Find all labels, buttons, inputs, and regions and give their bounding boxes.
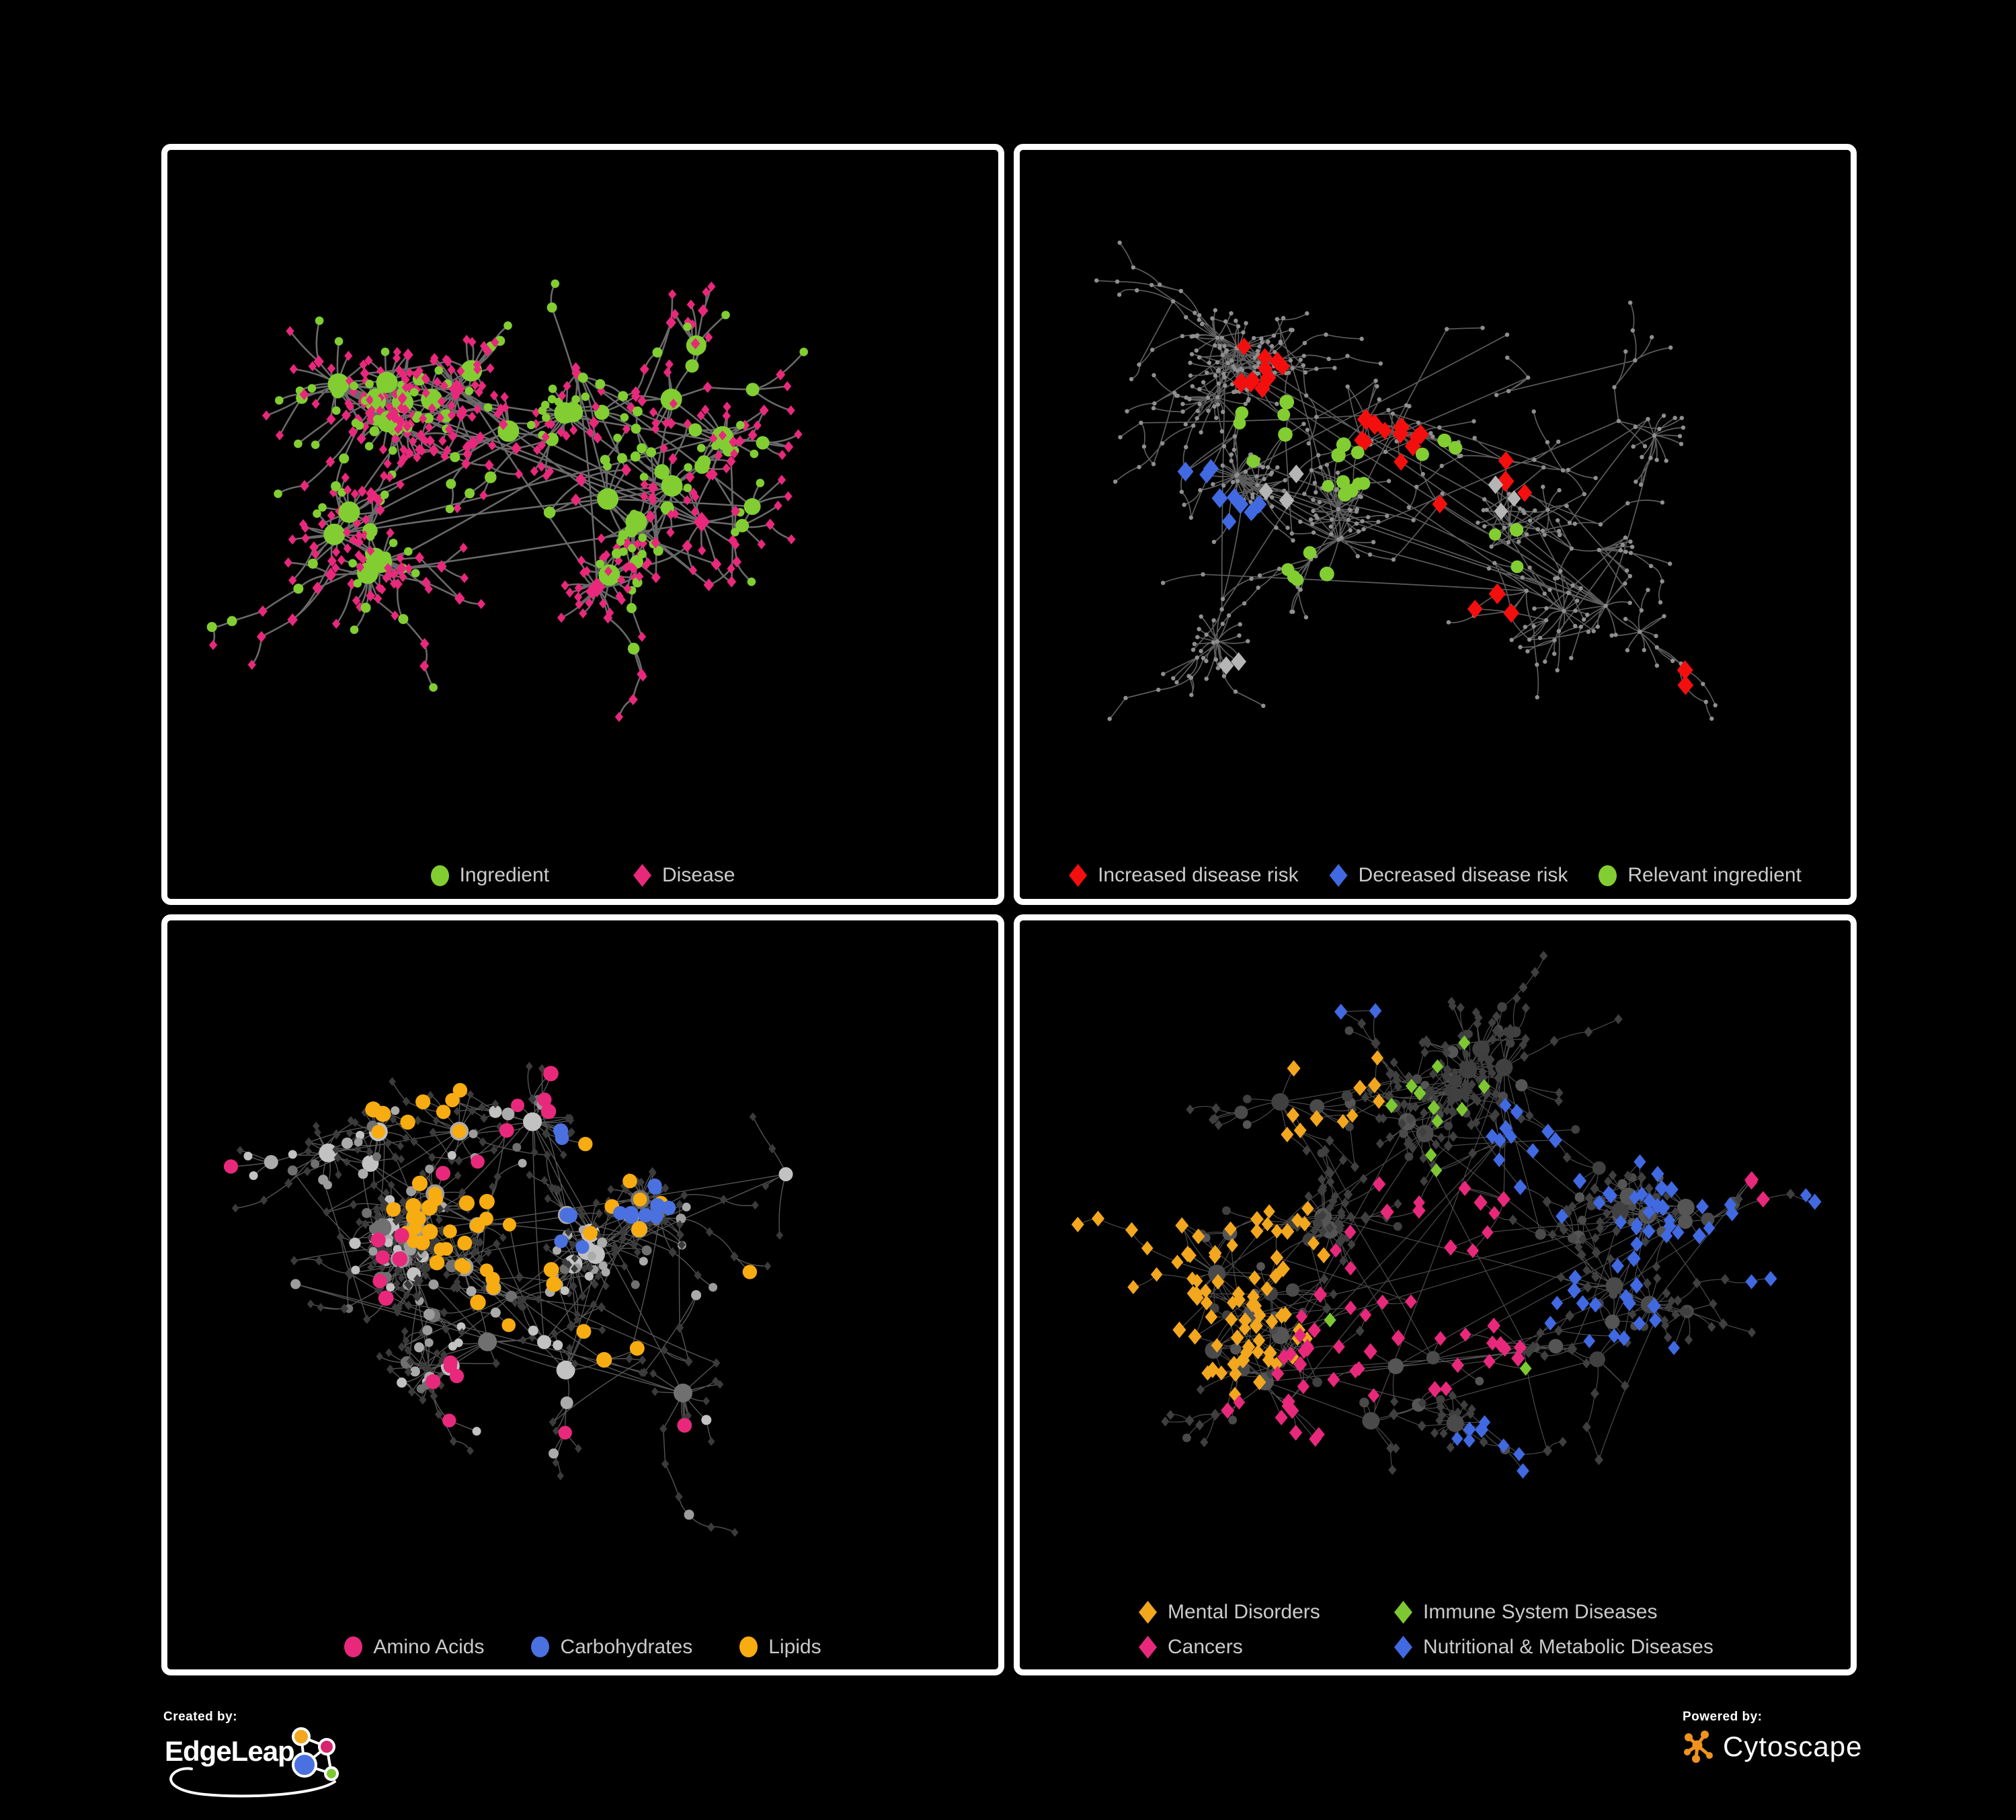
legend-label: Cancers (1168, 1636, 1243, 1658)
powered-by-label: Powered by: (1683, 1710, 1763, 1724)
legend-label: Amino Acids (373, 1635, 485, 1658)
legend-disease-risk: Increased disease risk Decreased disease … (1026, 864, 1845, 887)
circle-marker-icon (1599, 865, 1617, 886)
created-by-credit: Created by: EdgeLeap (163, 1710, 385, 1798)
diamond-marker-icon (633, 864, 652, 887)
diamond-marker-icon (1069, 864, 1088, 887)
legend-item-relevant-ingredient: Relevant ingredient (1599, 865, 1802, 886)
legend-item-carbohydrates: Carbohydrates (531, 1636, 692, 1657)
circle-marker-icon (739, 1636, 758, 1657)
disease-risk-network-graph (1094, 240, 1718, 721)
circle-marker-icon (344, 1636, 363, 1657)
legend-disease-classes: Mental Disorders Immune System Diseases Ca… (1026, 1601, 1845, 1659)
legend-item-lipids: Lipids (739, 1636, 821, 1657)
legend-label: Mental Disorders (1168, 1601, 1320, 1623)
diamond-marker-icon (1394, 1636, 1412, 1659)
legend-label: Relevant ingredient (1627, 864, 1802, 886)
created-by-label: Created by: (163, 1710, 238, 1724)
legend-item-decreased-disease-risk: Decreased disease risk (1329, 864, 1568, 887)
legend-label: Immune System Diseases (1423, 1601, 1658, 1623)
panel-grid: Ingredient Disease Increased disease risk… (161, 144, 1857, 1675)
legend-label: Nutritional & Metabolic Diseases (1423, 1636, 1713, 1658)
circle-marker-icon (430, 865, 449, 886)
legend-ingredient-classes: Amino Acids Carbohydrates Lipids (173, 1636, 992, 1657)
disease-classes-network-graph (1071, 951, 1822, 1479)
legend-label: Decreased disease risk (1358, 864, 1568, 886)
legend-item-ingredient: Ingredient (430, 864, 550, 886)
edgeleap-network-icon (169, 1727, 339, 1798)
legend-item-nutritional-metabolic-diseases: Nutritional & Metabolic Diseases (1394, 1636, 1713, 1659)
legend-item-immune-system-diseases: Immune System Diseases (1394, 1601, 1713, 1624)
legend-item-disease: Disease (633, 864, 735, 887)
cytoscape-logo: Cytoscape (1683, 1730, 1862, 1764)
legend-item-increased-disease-risk: Increased disease risk (1069, 864, 1299, 887)
edgeleap-brand-text: EdgeLeap (165, 1735, 295, 1767)
diamond-marker-icon (1139, 1601, 1157, 1624)
legend-label: Ingredient (459, 864, 550, 886)
legend-item-mental-disorders: Mental Disorders (1139, 1601, 1394, 1624)
ingredient-disease-network-graph (206, 279, 808, 722)
legend-label: Increased disease risk (1098, 864, 1299, 886)
diamond-marker-icon (1394, 1601, 1412, 1624)
diamond-marker-icon (1329, 864, 1348, 887)
legend-label: Carbohydrates (560, 1635, 693, 1658)
cytoscape-network-icon (1684, 1731, 1713, 1763)
powered-by-credit: Powered by: Cytoscape (1683, 1710, 1862, 1764)
legend-item-amino-acids: Amino Acids (344, 1636, 484, 1657)
legend-ingredient-disease: Ingredient Disease (173, 864, 992, 887)
legend-label: Disease (662, 864, 735, 886)
legend-label: Lipids (768, 1635, 821, 1658)
diamond-marker-icon (1139, 1636, 1157, 1659)
panel-disease-classes: Mental Disorders Immune System Diseases Ca… (1014, 914, 1857, 1675)
panel-ingredient-classes: Amino Acids Carbohydrates Lipids (161, 914, 1004, 1675)
circle-marker-icon (531, 1636, 550, 1657)
panel-ingredient-disease: Ingredient Disease (161, 144, 1004, 905)
panel-disease-risk: Increased disease risk Decreased disease … (1014, 144, 1857, 905)
legend-item-cancers: Cancers (1139, 1636, 1394, 1659)
ingredient-classes-network-graph (223, 1062, 793, 1537)
cytoscape-brand-text: Cytoscape (1723, 1731, 1863, 1762)
edgeleap-logo: EdgeLeap (163, 1725, 385, 1798)
